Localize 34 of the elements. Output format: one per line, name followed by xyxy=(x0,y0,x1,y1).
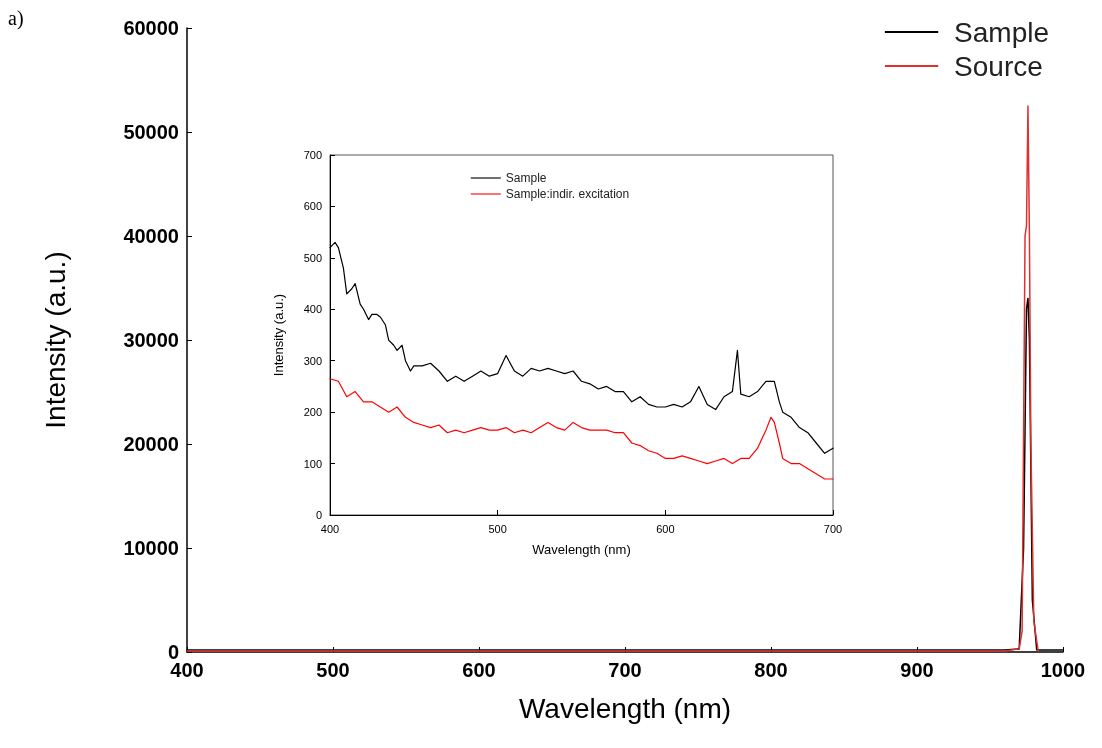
y-tick-label: 50000 xyxy=(123,121,179,143)
y-axis-title: Intensity (a.u.) xyxy=(271,293,286,377)
text: a) xyxy=(8,7,24,30)
x-tick-label: 400 xyxy=(320,522,340,535)
y-tick-label: 600 xyxy=(303,200,322,213)
x-tick-label: 600 xyxy=(462,659,496,681)
y-tick-label: 700 xyxy=(303,149,322,161)
x-tick-label: 800 xyxy=(754,659,788,681)
legend-label: Sample:indir. excitation xyxy=(505,187,630,201)
x-tick-label: 500 xyxy=(488,522,507,535)
legend-label: Source xyxy=(954,50,1043,82)
y-tick-label: 200 xyxy=(303,406,322,419)
line-series xyxy=(329,378,834,480)
x-tick-label: 700 xyxy=(823,522,843,535)
x-tick-label: 700 xyxy=(608,659,642,681)
x-tick-label: 600 xyxy=(656,522,675,535)
y-tick-label: 100 xyxy=(303,457,322,470)
y-tick-label: 10000 xyxy=(123,537,179,559)
y-tick-label: 30000 xyxy=(123,329,179,351)
y-tick-label: 0 xyxy=(315,509,322,521)
x-tick-label: 1000 xyxy=(1040,659,1086,681)
line-series xyxy=(186,105,1039,652)
legend-label: Sample xyxy=(505,171,547,185)
x-axis-title: Wavelength (nm) xyxy=(532,542,631,557)
y-tick-label: 500 xyxy=(303,251,322,264)
y-tick-label: 400 xyxy=(303,303,322,316)
y-axis-title: Intensity (a.u.) xyxy=(39,251,71,429)
y-tick-label: 300 xyxy=(303,354,322,367)
legend-label: Sample xyxy=(954,16,1049,48)
y-tick-label: 40000 xyxy=(123,225,179,247)
x-axis-title: Wavelength (nm) xyxy=(518,692,732,724)
y-tick-label: 20000 xyxy=(123,433,179,455)
y-tick-label: 60000 xyxy=(123,17,179,39)
x-tick-label: 900 xyxy=(900,659,934,681)
